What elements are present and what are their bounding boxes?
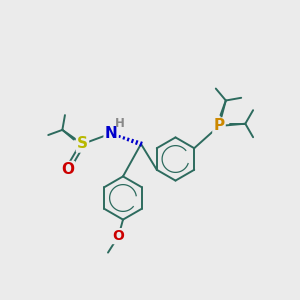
Text: S: S xyxy=(77,136,88,152)
Text: H: H xyxy=(115,117,124,130)
Text: O: O xyxy=(61,162,74,177)
Text: N: N xyxy=(105,126,117,141)
Text: O: O xyxy=(112,229,124,243)
Text: P: P xyxy=(213,118,225,134)
